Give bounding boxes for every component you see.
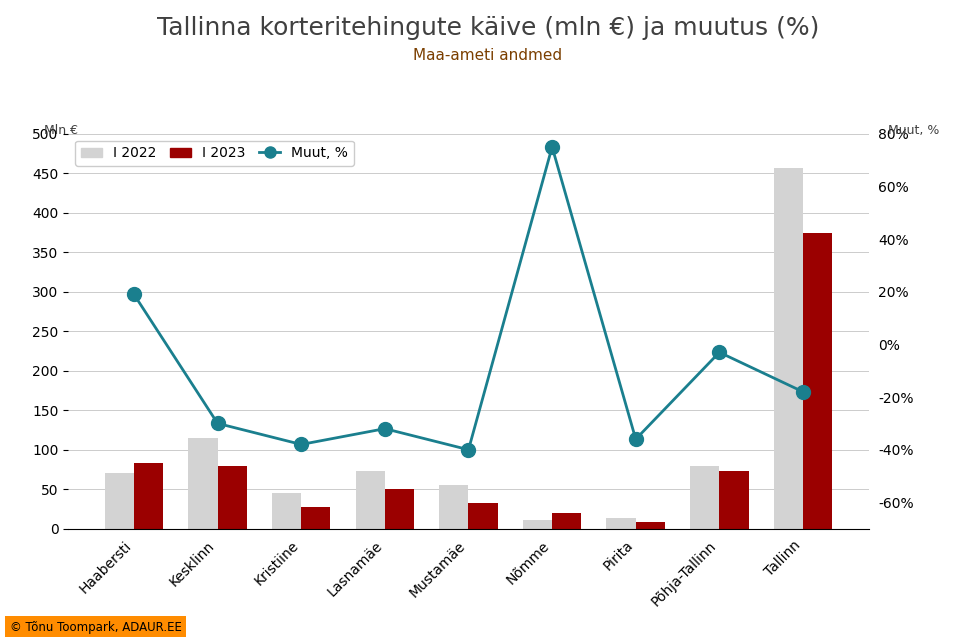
- Bar: [606, 518, 635, 529]
- Text: Maa-ameti andmed: Maa-ameti andmed: [414, 48, 562, 63]
- Text: © Tõnu Toompark, ADAUR.EE: © Tõnu Toompark, ADAUR.EE: [10, 621, 182, 634]
- Muut, %: [713, 348, 725, 356]
- Bar: [552, 513, 582, 529]
- Muut, %: [296, 441, 307, 448]
- Text: Muut, %: Muut, %: [887, 124, 939, 137]
- Bar: [803, 233, 833, 529]
- Bar: [355, 471, 385, 529]
- Bar: [523, 520, 552, 529]
- Legend: I 2022, I 2023, Muut, %: I 2022, I 2023, Muut, %: [75, 141, 353, 166]
- Text: Mln €: Mln €: [44, 124, 78, 137]
- Line: Muut, %: Muut, %: [127, 140, 810, 457]
- Bar: [635, 522, 665, 529]
- Muut, %: [128, 290, 140, 298]
- Bar: [218, 466, 247, 529]
- Bar: [302, 506, 331, 529]
- Bar: [188, 438, 218, 529]
- Bar: [774, 168, 803, 529]
- Bar: [690, 466, 719, 529]
- Bar: [468, 503, 498, 529]
- Muut, %: [463, 446, 474, 454]
- Muut, %: [547, 143, 558, 151]
- Bar: [134, 463, 163, 529]
- Bar: [439, 485, 468, 529]
- Muut, %: [212, 420, 224, 427]
- Text: Tallinna korteritehingute käive (mln €) ja muutus (%): Tallinna korteritehingute käive (mln €) …: [157, 16, 819, 40]
- Bar: [719, 471, 749, 529]
- Muut, %: [379, 425, 390, 433]
- Muut, %: [630, 435, 641, 443]
- Bar: [104, 473, 134, 529]
- Muut, %: [797, 388, 809, 396]
- Bar: [385, 489, 414, 529]
- Bar: [272, 493, 302, 529]
